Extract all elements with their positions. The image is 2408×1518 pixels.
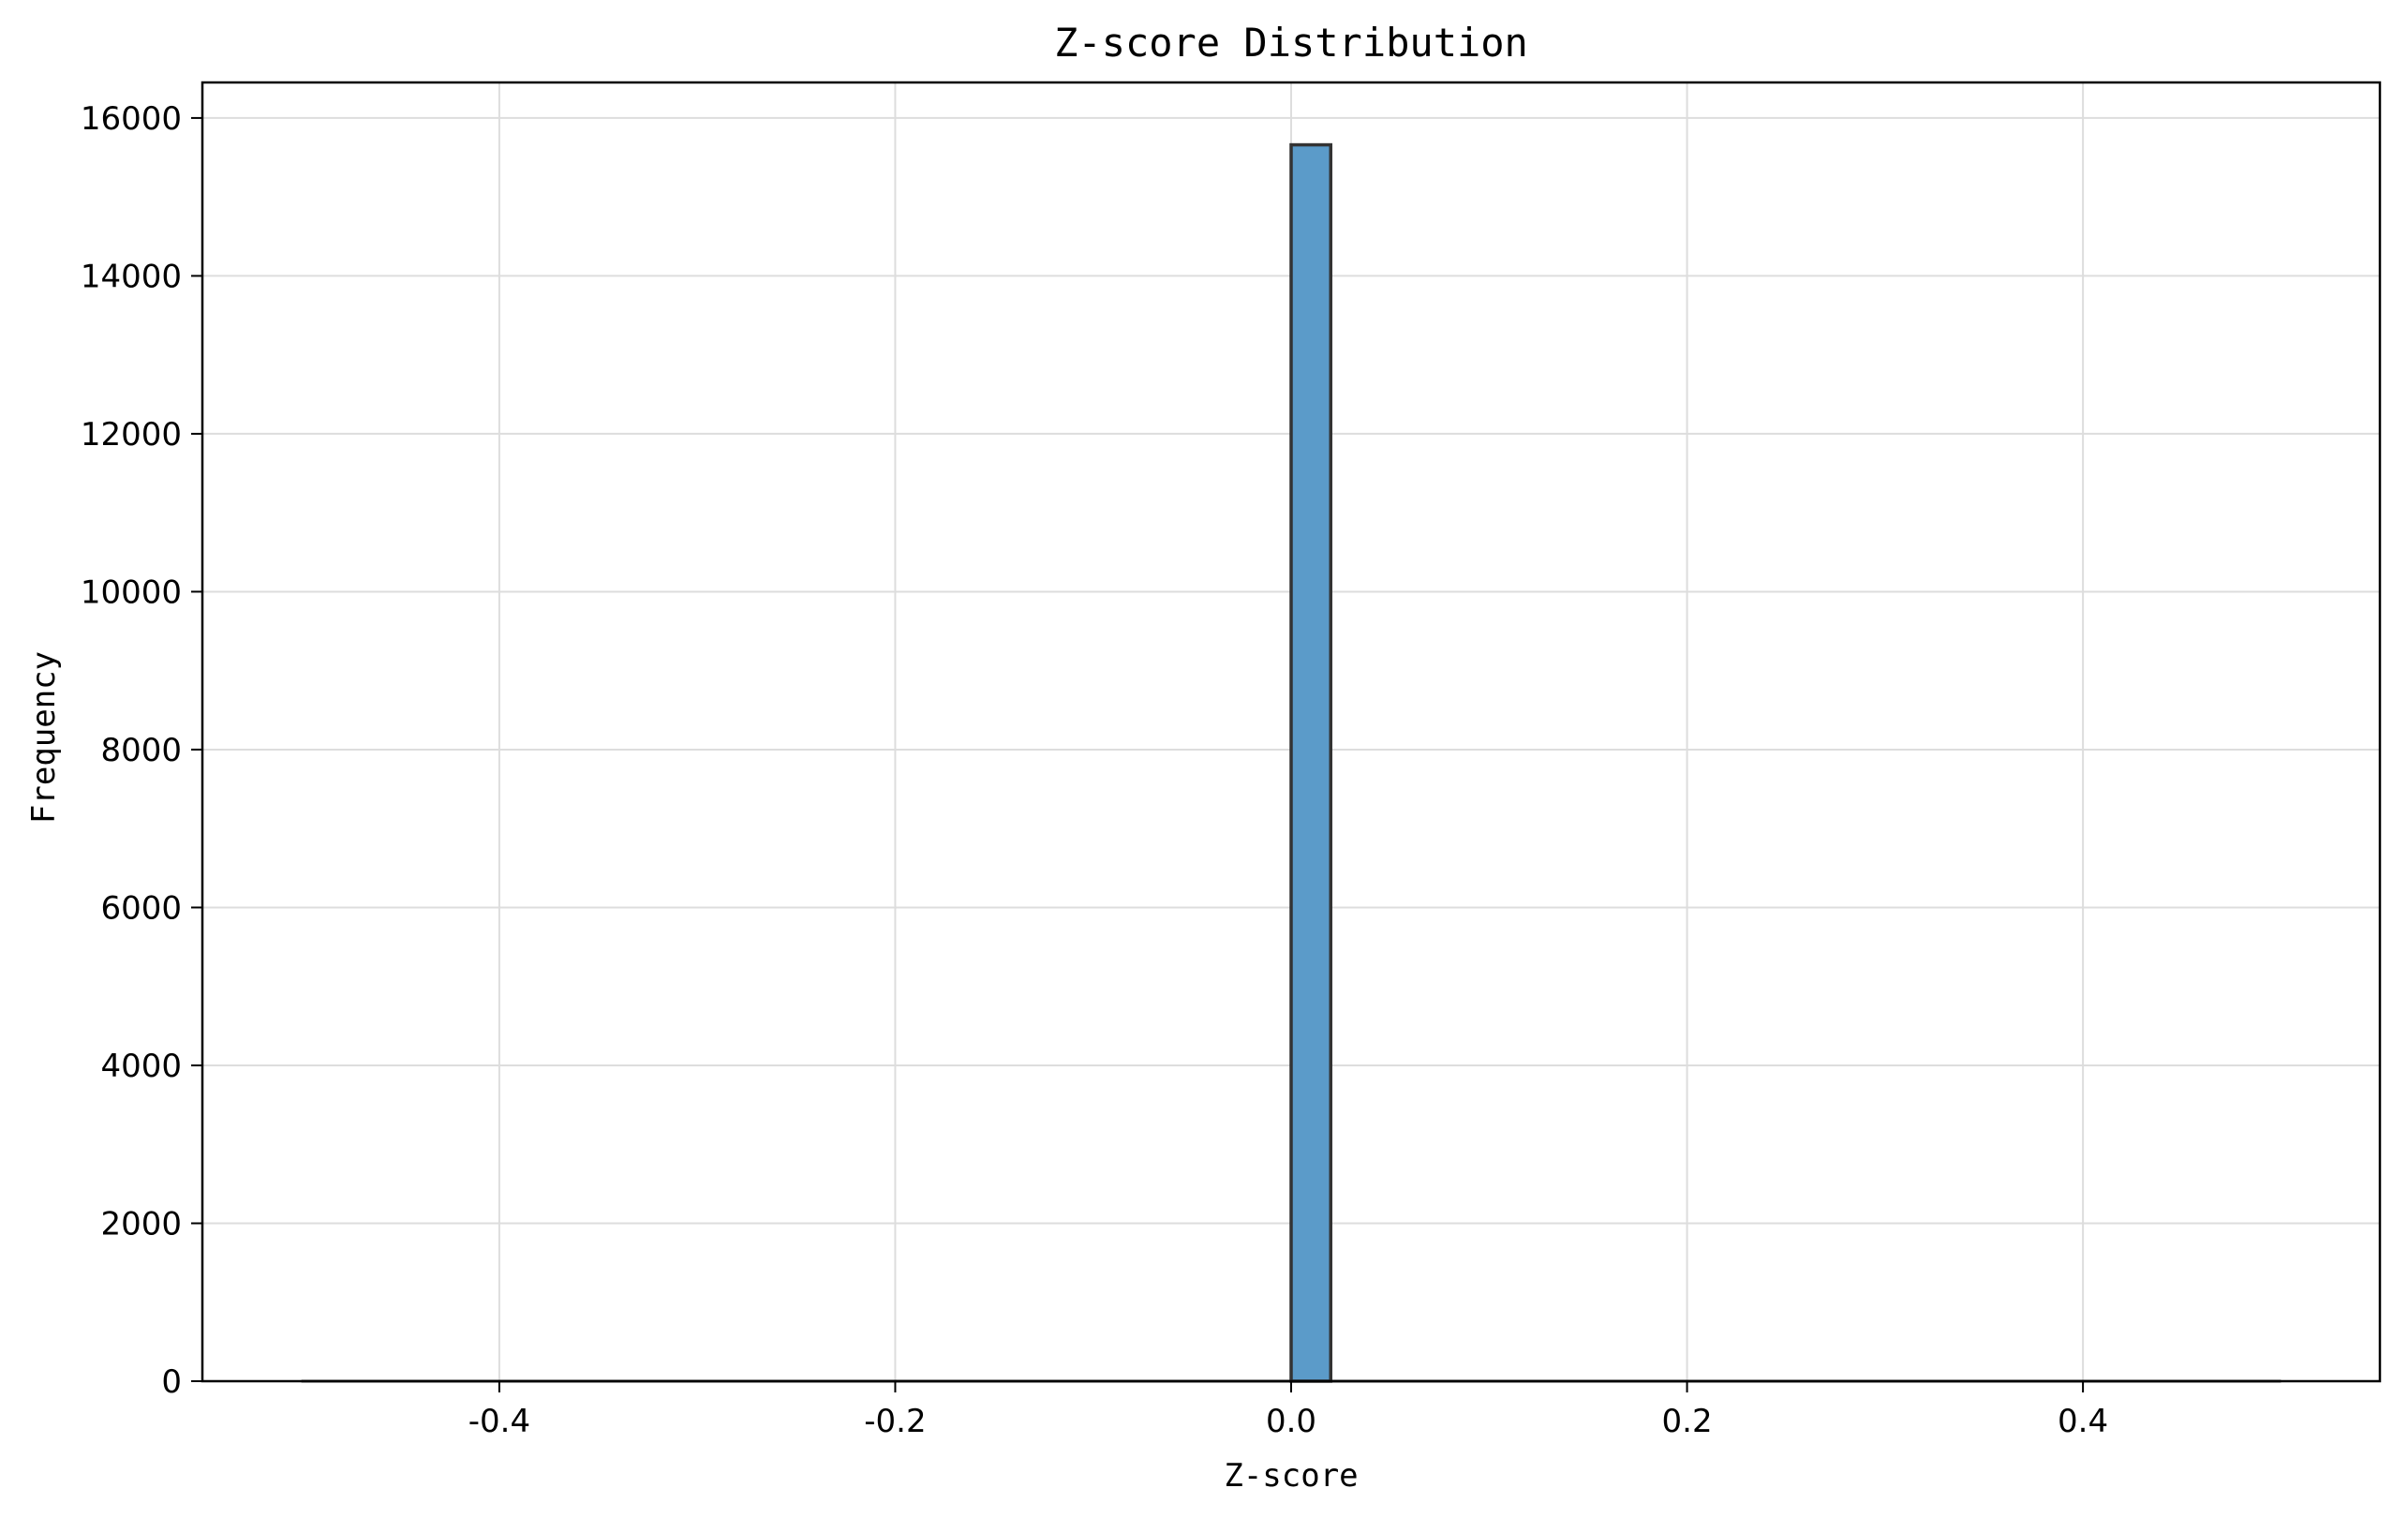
y-tick-label-2: 4000: [100, 1048, 182, 1085]
x-tick-label-1: -0.2: [864, 1403, 926, 1440]
histogram-bar-0: [1289, 142, 1333, 1383]
y-tick-label-8: 16000: [81, 100, 182, 138]
x-axis-label: Z-score: [1224, 1457, 1358, 1495]
x-tick-label-4: 0.4: [2058, 1403, 2108, 1440]
y-tick-label-6: 12000: [81, 416, 182, 454]
y-tick-label-1: 2000: [100, 1205, 182, 1243]
y-tick-label-5: 10000: [81, 573, 182, 611]
x-tick-label-0: -0.4: [468, 1403, 530, 1440]
y-tick-label-3: 6000: [100, 889, 182, 927]
y-axis-label: Frequency: [25, 651, 63, 824]
y-tick-label-4: 8000: [100, 732, 182, 769]
axis-ticks: -0.4 -0.2 0.0 0.2 0.4 0 2000 4000 6000 8000 10000 1…: [81, 100, 2108, 1440]
histogram-bars: [301, 142, 2282, 1383]
x-tick-label-2: 0.0: [1266, 1403, 1316, 1440]
x-tick-label-3: 0.2: [1662, 1403, 1713, 1440]
y-tick-label-0: 0: [161, 1363, 182, 1401]
chart-title: Z-score Distribution: [1054, 20, 1528, 66]
y-tick-label-7: 14000: [81, 258, 182, 295]
